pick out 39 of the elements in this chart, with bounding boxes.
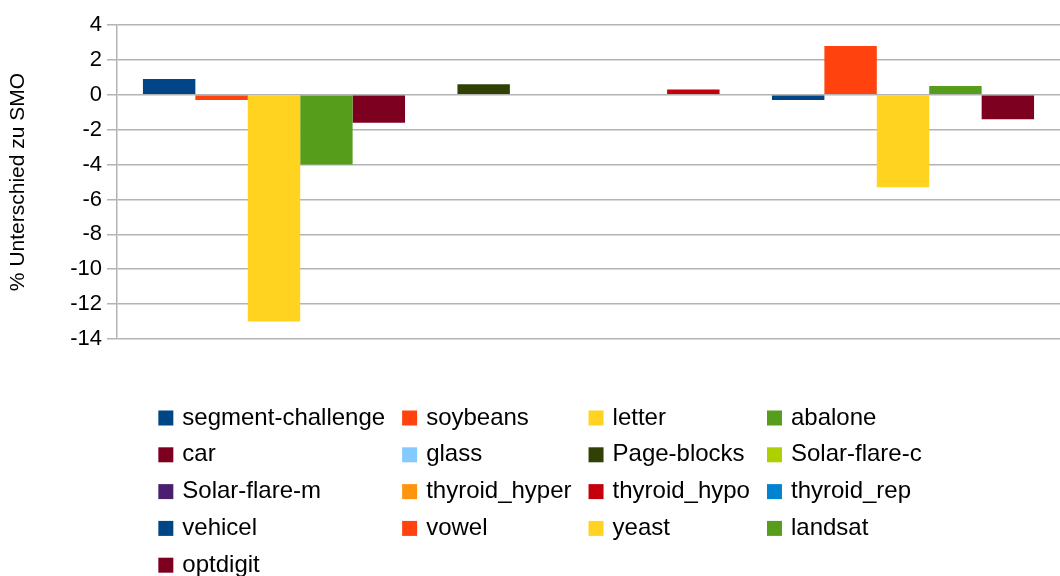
y-tick-label: -8	[82, 220, 102, 246]
bar	[824, 45, 877, 95]
legend-label: thyroid_rep	[790, 476, 912, 504]
legend-label: thyroid_hypo	[612, 476, 750, 504]
legend-label: glass	[426, 439, 483, 467]
legend-label: letter	[612, 402, 666, 430]
legend-label: segment-challenge	[182, 402, 386, 430]
y-axis-title: % Unterschied zu SMO	[5, 72, 29, 292]
y-tick-label: 4	[89, 11, 102, 37]
bar	[352, 95, 406, 123]
legend-label: landsat	[790, 513, 869, 541]
bar	[300, 95, 353, 165]
y-tick-label: -10	[70, 255, 102, 281]
y-tick-label: -14	[70, 325, 102, 351]
legend-label: vehicel	[182, 513, 258, 541]
bar	[457, 84, 510, 95]
bar	[876, 95, 930, 188]
bar	[667, 89, 720, 95]
legend-label: yeast	[612, 513, 671, 541]
legend-label: optdigit	[182, 549, 261, 576]
y-tick-label: -2	[82, 115, 102, 141]
y-tick-label: -6	[82, 185, 102, 211]
bar	[195, 95, 248, 101]
legend-label: abalone	[790, 402, 877, 430]
bar	[142, 79, 196, 95]
legend-label: Solar-flare-m	[182, 476, 322, 504]
legend-label: car	[182, 439, 216, 467]
y-tick-label: -4	[82, 150, 102, 176]
bar	[981, 95, 1035, 120]
y-tick-label: 0	[89, 80, 102, 106]
y-tick-label: 2	[89, 45, 102, 71]
bar	[247, 95, 301, 322]
legend-label: vowel	[426, 513, 488, 541]
y-tick-label: -12	[70, 290, 102, 316]
bar	[929, 86, 982, 95]
legend-label: Page-blocks	[612, 439, 745, 467]
legend-label: soybeans	[426, 402, 529, 430]
legend-label: thyroid_hyper	[426, 476, 572, 504]
legend-label: Solar-flare-c	[790, 439, 922, 467]
